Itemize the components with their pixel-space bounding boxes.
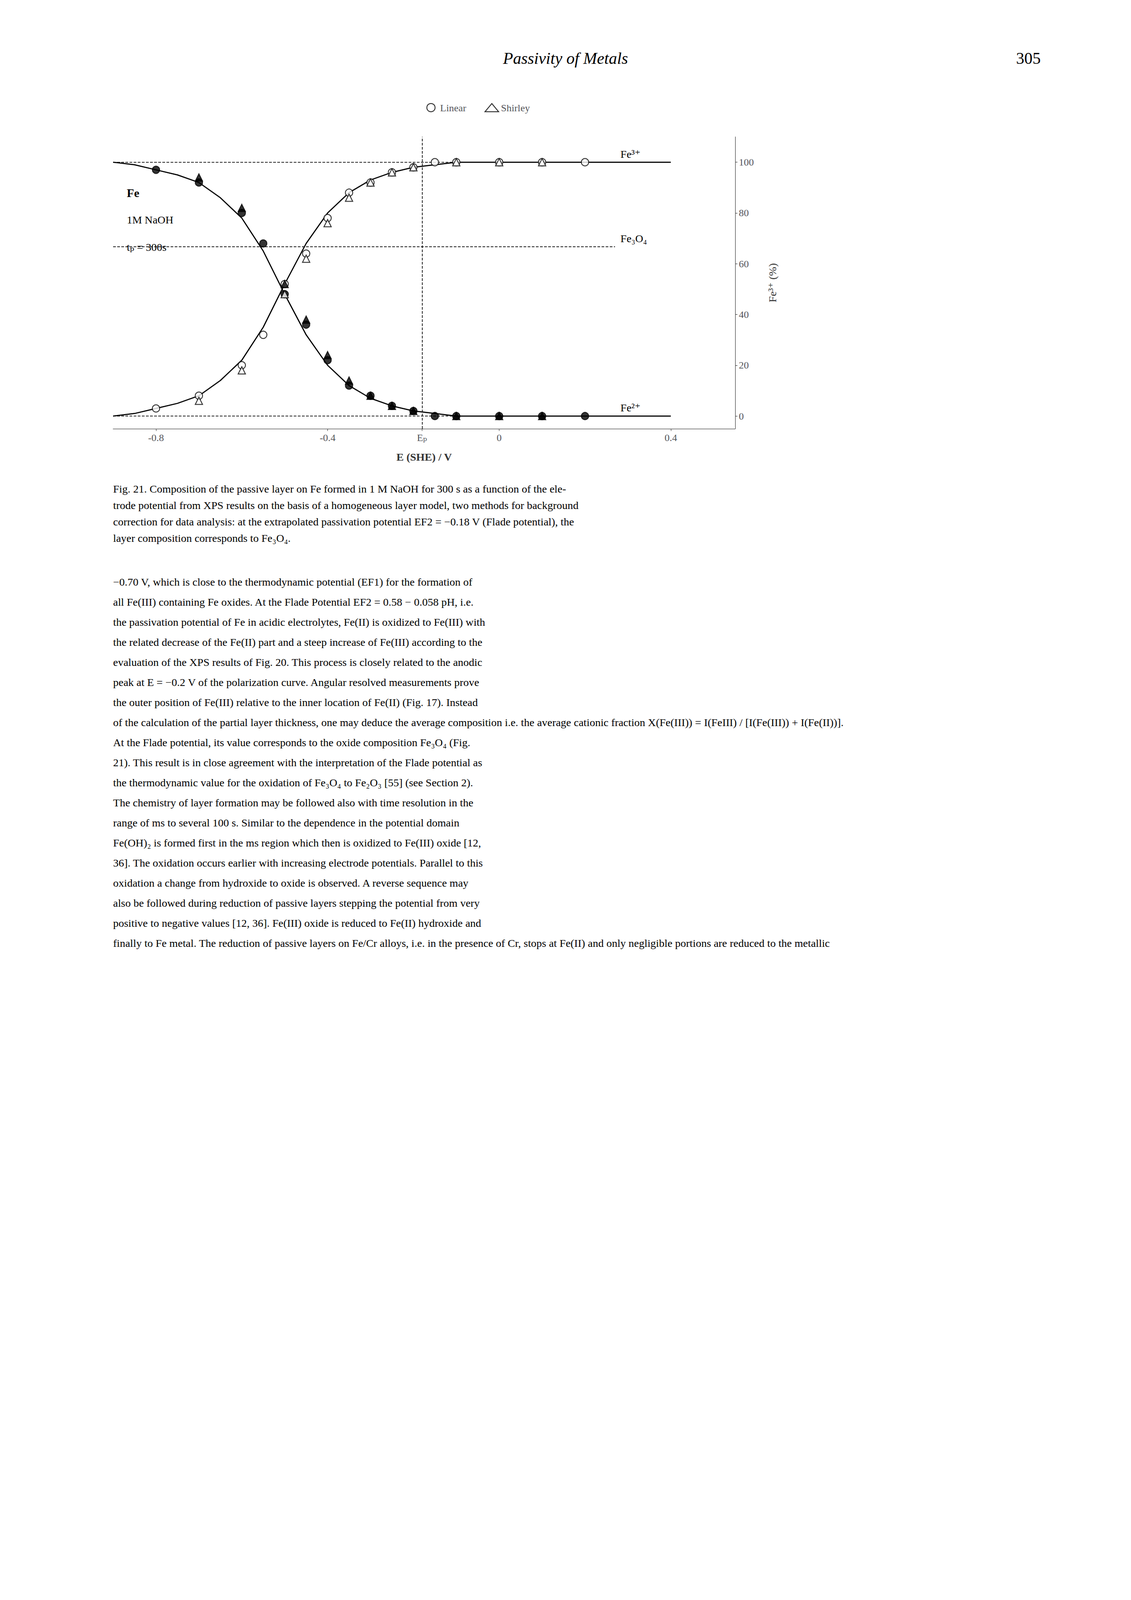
- svg-text:tₚ = 300s: tₚ = 300s: [126, 241, 167, 254]
- svg-text:36]. The oxidation occurs earl: 36]. The oxidation occurs earlier with i…: [113, 856, 483, 869]
- svg-text:positive to negative values [1: positive to negative values [12, 36]. Fe…: [113, 917, 482, 929]
- svg-text:Eₚ: Eₚ: [416, 431, 427, 444]
- svg-text:0.4: 0.4: [664, 431, 678, 444]
- svg-text:Fig. 21. Composition of the pa: Fig. 21. Composition of the passive laye…: [113, 482, 566, 495]
- svg-text:range of ms to several 100 s.: range of ms to several 100 s. Similar to…: [113, 816, 460, 829]
- svg-text:0: 0: [496, 431, 502, 444]
- svg-text:finally to Fe metal. The reduc: finally to Fe metal. The reduction of pa…: [113, 937, 831, 950]
- svg-text:E (SHE) / V: E (SHE) / V: [396, 451, 452, 463]
- svg-text:Fe: Fe: [126, 186, 140, 200]
- svg-text:Passivity of Metals: Passivity of Metals: [502, 49, 628, 68]
- svg-text:correction for data analysis:: correction for data analysis: at the ext…: [113, 515, 575, 528]
- svg-text:of the calculation of the part: of the calculation of the partial layer …: [113, 716, 844, 729]
- svg-text:21). This result is in close a: 21). This result is in close agreement w…: [113, 756, 483, 769]
- svg-text:305: 305: [1016, 49, 1041, 68]
- svg-text:evaluation of the XPS results: evaluation of the XPS results of Fig. 20…: [113, 656, 483, 669]
- svg-text:Linear: Linear: [440, 102, 467, 114]
- svg-text:Fe(OH)₂ is formed first in the: Fe(OH)₂ is formed first in the ms region…: [113, 836, 482, 849]
- svg-text:the passivation potential of F: the passivation potential of Fe in acidi…: [113, 616, 486, 628]
- svg-text:1M NaOH: 1M NaOH: [126, 213, 174, 226]
- svg-text:The chemistry of layer formati: The chemistry of layer formation may be …: [113, 796, 474, 809]
- svg-text:−0.70 V, which is close to the: −0.70 V, which is close to the thermodyn…: [113, 575, 473, 588]
- svg-text:the thermodynamic value for th: the thermodynamic value for the oxidatio…: [113, 776, 473, 789]
- svg-text:the related decrease of the Fe: the related decrease of the Fe(II) part …: [113, 636, 483, 649]
- svg-text:100: 100: [738, 156, 754, 168]
- svg-text:layer composition corresponds: layer composition corresponds to Fe₃O₄.: [113, 532, 291, 545]
- svg-text:0: 0: [738, 410, 744, 422]
- svg-text:the outer position of Fe(III): the outer position of Fe(III) relative t…: [113, 696, 478, 709]
- svg-text:trode potential from XPS resul: trode potential from XPS results on the …: [113, 499, 579, 512]
- svg-text:oxidation a change from hydrox: oxidation a change from hydroxide to oxi…: [113, 876, 469, 889]
- svg-text:20: 20: [738, 359, 749, 371]
- svg-text:peak at E = −0.2 V of the pola: peak at E = −0.2 V of the polarization c…: [113, 676, 480, 689]
- svg-text:40: 40: [738, 308, 749, 321]
- svg-text:At the Flade potential, its va: At the Flade potential, its value corres…: [113, 736, 471, 749]
- svg-text:Fe³⁺: Fe³⁺: [620, 148, 641, 161]
- svg-text:Fe³⁺ (%): Fe³⁺ (%): [766, 263, 779, 303]
- svg-text:-0.8: -0.8: [148, 431, 165, 444]
- svg-text:Fe²⁺: Fe²⁺: [620, 401, 641, 414]
- svg-text:60: 60: [738, 258, 749, 270]
- svg-text:also be followed during reduct: also be followed during reduction of pas…: [113, 897, 480, 909]
- svg-text:Fe₃O₄: Fe₃O₄: [620, 232, 648, 245]
- svg-text:80: 80: [738, 207, 749, 219]
- svg-text:Shirley: Shirley: [500, 102, 530, 114]
- svg-text:-0.4: -0.4: [319, 431, 336, 444]
- svg-text:all Fe(III) containing Fe oxid: all Fe(III) containing Fe oxides. At the…: [113, 596, 474, 608]
